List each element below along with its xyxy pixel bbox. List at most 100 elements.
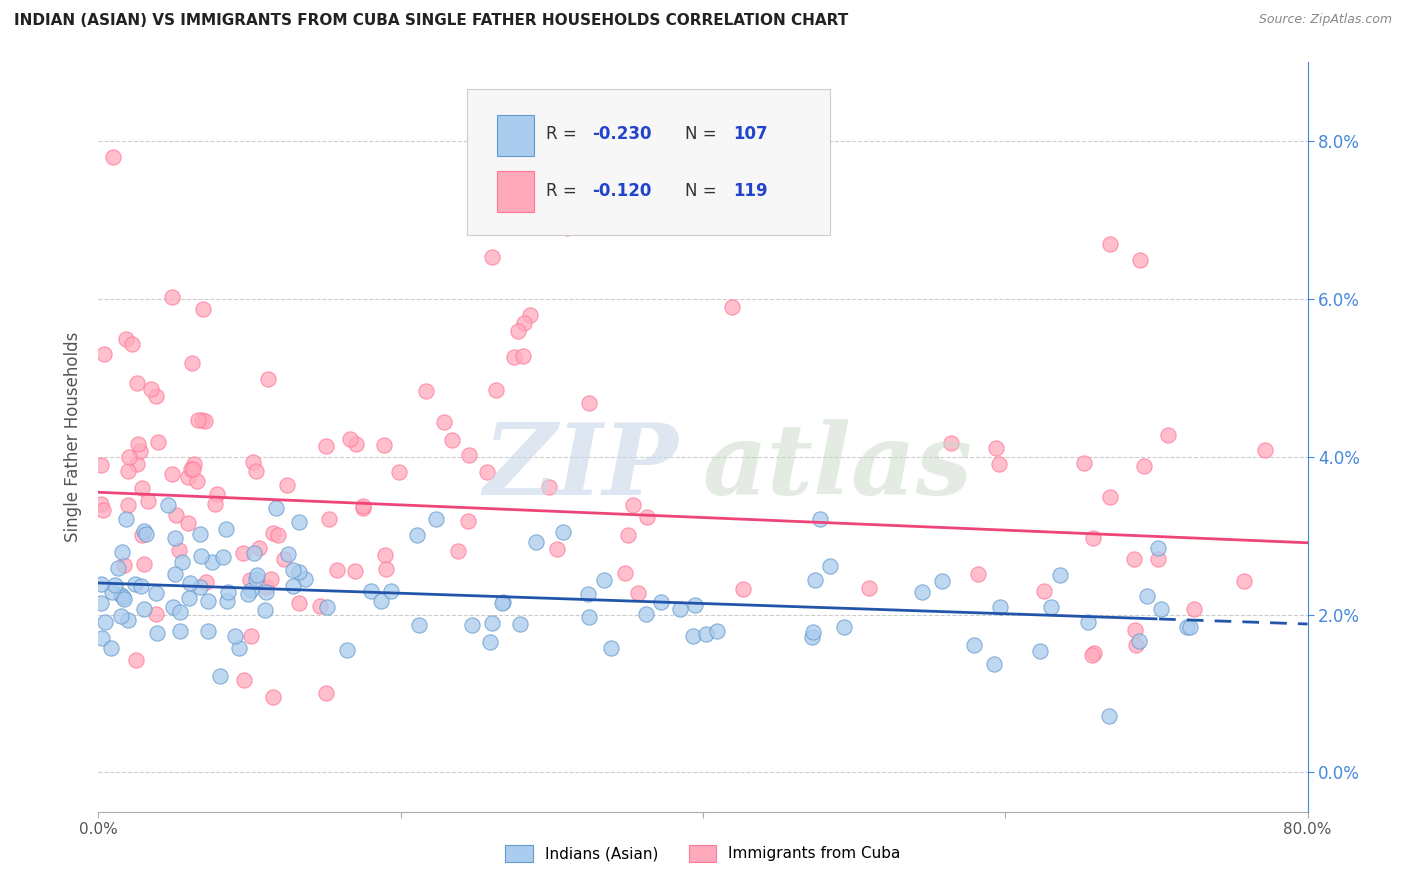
- Point: [187, 412, 209, 426]
- Point: [557, 221, 579, 235]
- Point: [1049, 568, 1071, 582]
- Text: atlas: atlas: [703, 419, 973, 516]
- Point: [614, 566, 637, 580]
- Point: [911, 585, 934, 599]
- Point: [232, 673, 254, 688]
- Point: [801, 630, 824, 644]
- Point: [1029, 644, 1052, 658]
- Point: [115, 332, 138, 346]
- Point: [177, 591, 200, 605]
- Point: [352, 500, 374, 515]
- Point: [90, 631, 112, 645]
- Point: [988, 599, 1011, 614]
- Text: INDIAN (ASIAN) VS IMMIGRANTS FROM CUBA SINGLE FATHER HOUSEHOLDS CORRELATION CHAR: INDIAN (ASIAN) VS IMMIGRANTS FROM CUBA S…: [14, 13, 848, 29]
- Point: [1128, 633, 1150, 648]
- Point: [162, 599, 184, 614]
- Point: [326, 562, 349, 576]
- Point: [176, 470, 198, 484]
- Point: [93, 346, 115, 360]
- Point: [112, 558, 135, 573]
- Point: [188, 527, 211, 541]
- Bar: [498, 171, 534, 212]
- Point: [172, 555, 194, 569]
- Point: [318, 512, 340, 526]
- Point: [110, 589, 132, 603]
- Point: [695, 627, 717, 641]
- Point: [388, 465, 411, 479]
- Point: [146, 626, 169, 640]
- Point: [578, 396, 600, 410]
- Point: [167, 543, 190, 558]
- Point: [408, 618, 430, 632]
- Point: [433, 416, 456, 430]
- Point: [380, 584, 402, 599]
- Point: [232, 545, 254, 559]
- Point: [457, 514, 479, 528]
- Point: [1098, 709, 1121, 723]
- Point: [804, 573, 827, 587]
- Point: [111, 590, 134, 604]
- Point: [180, 462, 202, 476]
- Point: [195, 574, 218, 589]
- Point: [117, 614, 139, 628]
- Point: [201, 556, 224, 570]
- Point: [283, 579, 305, 593]
- Point: [211, 550, 233, 565]
- Point: [245, 464, 267, 478]
- Point: [104, 578, 127, 592]
- Point: [228, 640, 250, 655]
- Point: [253, 603, 276, 617]
- Point: [576, 586, 599, 600]
- Point: [931, 574, 953, 588]
- Point: [127, 376, 149, 390]
- Point: [491, 596, 513, 610]
- Point: [461, 617, 484, 632]
- Point: [246, 567, 269, 582]
- Point: [512, 349, 534, 363]
- Text: -0.230: -0.230: [592, 125, 651, 143]
- Point: [537, 480, 560, 494]
- Point: [207, 487, 229, 501]
- Point: [288, 565, 311, 579]
- Point: [254, 580, 277, 594]
- Text: 119: 119: [734, 182, 768, 201]
- Point: [276, 478, 298, 492]
- Point: [682, 629, 704, 643]
- Point: [509, 616, 531, 631]
- Point: [593, 573, 616, 587]
- Point: [90, 577, 112, 591]
- Point: [616, 528, 638, 542]
- Point: [477, 465, 499, 479]
- Text: R =: R =: [546, 182, 582, 201]
- Point: [1098, 490, 1121, 504]
- Point: [139, 382, 162, 396]
- Point: [1077, 615, 1099, 630]
- Point: [264, 500, 287, 515]
- Text: R =: R =: [546, 125, 582, 143]
- Point: [315, 600, 337, 615]
- Point: [131, 579, 153, 593]
- Point: [288, 516, 311, 530]
- Point: [524, 534, 547, 549]
- Point: [257, 372, 280, 386]
- Point: [145, 389, 167, 403]
- Point: [260, 572, 283, 586]
- Point: [1133, 458, 1156, 473]
- Legend: Indians (Asian), Immigrants from Cuba: Indians (Asian), Immigrants from Cuba: [499, 838, 907, 868]
- Point: [110, 609, 132, 624]
- Point: [266, 528, 288, 542]
- Point: [262, 690, 284, 705]
- Point: [101, 150, 124, 164]
- Point: [360, 584, 382, 599]
- Point: [191, 301, 214, 316]
- Point: [599, 641, 621, 656]
- Text: Source: ZipAtlas.com: Source: ZipAtlas.com: [1258, 13, 1392, 27]
- Text: -0.120: -0.120: [592, 182, 651, 201]
- Point: [373, 438, 395, 452]
- Point: [1182, 602, 1205, 616]
- Point: [1083, 646, 1105, 660]
- Point: [832, 620, 855, 634]
- Point: [273, 552, 295, 566]
- Point: [336, 642, 359, 657]
- Point: [415, 384, 437, 399]
